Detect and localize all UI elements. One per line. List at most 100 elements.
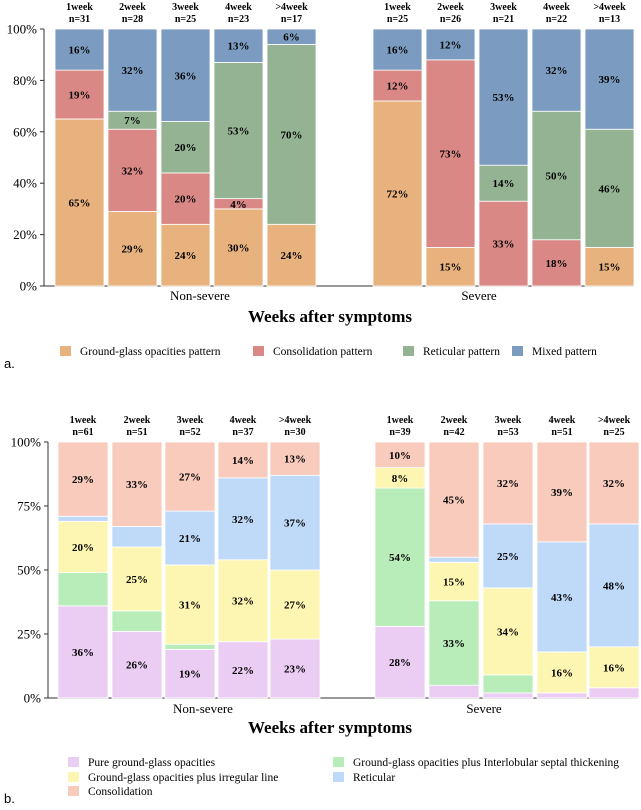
legend-swatch (68, 757, 79, 767)
legend-label: Consolidation pattern (273, 346, 373, 358)
data-label: 53% (228, 126, 250, 138)
data-label: 27% (179, 472, 201, 484)
bar-segment (164, 648, 216, 699)
week-label: 2week (124, 415, 151, 426)
data-label: 30% (228, 242, 250, 254)
data-label: 15% (443, 577, 465, 589)
bar-segment (57, 572, 109, 607)
y-tick-label: 60% (13, 124, 37, 139)
data-label: 32% (497, 478, 519, 490)
group-label: Severe (461, 288, 497, 303)
bar-segment (482, 692, 534, 699)
data-label: 39% (551, 487, 573, 499)
sample-size-label: n=39 (389, 427, 410, 438)
group-label: Non-severe (173, 701, 233, 716)
data-label: 16% (551, 667, 573, 679)
bar-segment (217, 641, 269, 699)
data-label: 14% (493, 178, 515, 190)
legend-label: Ground-glass opacities pattern (80, 346, 221, 358)
bar-segment (111, 526, 163, 548)
sample-size-label: n=26 (440, 14, 461, 25)
sample-size-label: n=51 (551, 427, 572, 438)
sample-size-label: n=30 (284, 427, 305, 438)
data-label: 16% (69, 45, 91, 57)
data-label: 29% (122, 244, 144, 256)
bar-segment (428, 556, 480, 563)
bar-segment (536, 692, 588, 699)
data-label: 24% (281, 250, 303, 262)
panel-a-chart: 0%20%40%60%80%100%65%19%16%1weekn=3129%3… (4, 2, 635, 371)
data-label: 18% (546, 258, 568, 270)
sample-size-label: n=28 (122, 14, 143, 25)
y-tick-label: 20% (13, 227, 37, 242)
week-label: 4week (549, 415, 576, 426)
bar-segment (588, 441, 640, 525)
bar-segment (111, 610, 163, 632)
data-label: 65% (69, 197, 91, 209)
legend-swatch (68, 786, 79, 796)
data-label: 24% (175, 250, 197, 262)
bar-segment (478, 28, 529, 166)
bar-segment (164, 510, 216, 566)
bar-segment (266, 28, 317, 45)
sample-size-label: n=37 (232, 427, 253, 438)
data-label: 22% (232, 665, 254, 677)
legend-label: Mixed pattern (532, 346, 597, 358)
x-axis-title: Weeks after symptoms (248, 718, 412, 737)
legend-swatch (333, 772, 344, 782)
bar-segment (478, 200, 529, 287)
data-label: 32% (122, 165, 144, 177)
bar-segment (164, 564, 216, 645)
week-label: 1week (387, 415, 414, 426)
sample-size-label: n=23 (228, 14, 249, 25)
bar-segment (428, 441, 480, 558)
sample-size-label: n=22 (546, 14, 567, 25)
week-label: 4week (225, 2, 252, 13)
panel-label: b. (4, 791, 15, 806)
data-label: 50% (546, 170, 568, 182)
legend-label: Pure ground-glass opacities (88, 757, 216, 769)
y-tick-label: 50% (17, 563, 41, 578)
bar-segment (160, 121, 211, 174)
data-label: 53% (493, 92, 515, 104)
bar-segment (588, 687, 640, 699)
data-label: 36% (72, 647, 94, 659)
data-label: 20% (175, 142, 197, 154)
x-axis-title: Weeks after symptoms (248, 307, 412, 326)
bar-segment (160, 28, 211, 122)
data-label: 6% (283, 32, 300, 44)
data-label: 32% (546, 65, 568, 77)
bar-segment (54, 28, 105, 71)
bar-segment (536, 441, 588, 543)
data-label: 72% (387, 188, 409, 200)
bar-segment (588, 523, 640, 648)
data-label: 12% (387, 81, 409, 93)
bar-segment (425, 59, 476, 248)
bar-segment (107, 128, 158, 212)
data-label: 16% (603, 662, 625, 674)
bar-segment (372, 100, 423, 287)
sample-size-label: n=17 (281, 14, 302, 25)
data-label: 10% (389, 450, 411, 462)
bar-segment (269, 569, 321, 640)
group-label: Severe (466, 701, 502, 716)
week-label: 3week (177, 415, 204, 426)
bar-segment (428, 561, 480, 602)
data-label: 19% (179, 669, 201, 681)
y-tick-label: 75% (17, 499, 41, 514)
week-label: 1week (384, 2, 411, 13)
bar-segment (425, 28, 476, 61)
bar-segment (374, 487, 426, 627)
bar-segment (266, 223, 317, 287)
data-label: 48% (603, 580, 625, 592)
week-label: 1week (70, 415, 97, 426)
data-label: 25% (497, 551, 519, 563)
data-label: 23% (284, 664, 306, 676)
legend-label: Consolidation (88, 786, 153, 798)
sample-size-label: n=13 (599, 14, 620, 25)
data-label: 26% (126, 660, 148, 672)
panel-label: a. (4, 356, 15, 371)
legend-swatch (60, 346, 71, 356)
bar-segment (482, 587, 534, 676)
